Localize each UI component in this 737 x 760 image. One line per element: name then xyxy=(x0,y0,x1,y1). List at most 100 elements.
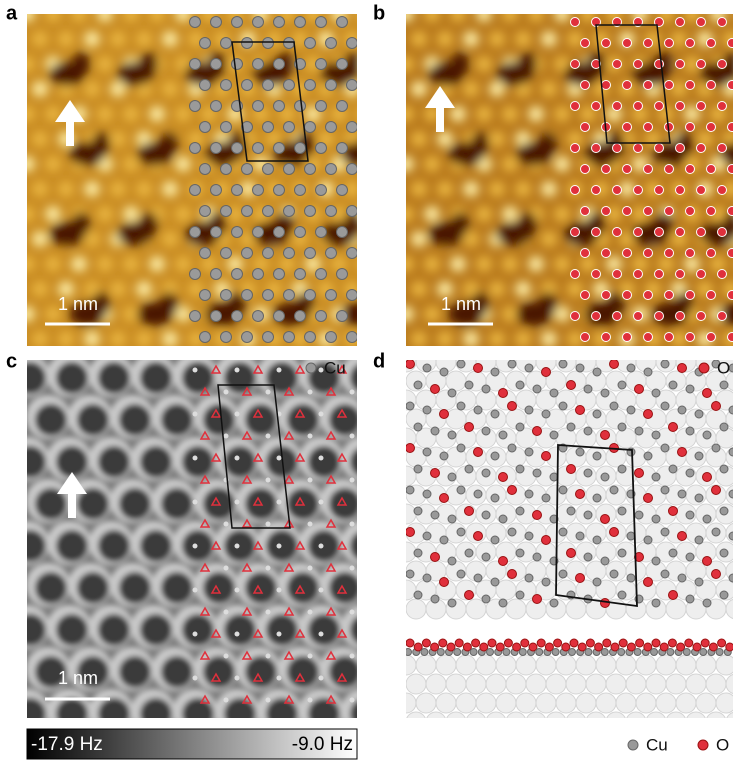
cu-atom xyxy=(592,409,602,419)
atom xyxy=(283,331,295,343)
bright-spot xyxy=(463,331,479,346)
atom xyxy=(591,101,601,111)
dark-blob xyxy=(228,292,246,316)
atom xyxy=(252,100,264,112)
bright-spot xyxy=(515,281,531,297)
bright-spot xyxy=(450,256,466,272)
pore xyxy=(77,488,109,520)
pore xyxy=(161,404,193,436)
cu-atom xyxy=(524,489,534,499)
atom xyxy=(675,59,685,69)
bright-spot xyxy=(84,331,100,346)
cu-atom xyxy=(617,548,627,558)
cu-atom xyxy=(447,388,457,398)
atom xyxy=(189,310,201,322)
atom xyxy=(262,121,274,133)
cu-atom xyxy=(447,430,457,440)
o-atom xyxy=(566,380,576,390)
atom xyxy=(706,332,716,342)
o-site xyxy=(336,364,348,374)
atom xyxy=(304,247,316,259)
o-site xyxy=(199,386,211,396)
cu-atom xyxy=(694,451,704,461)
pore xyxy=(224,362,256,394)
pore xyxy=(140,362,172,394)
substrate-atom xyxy=(505,598,527,620)
cu-site xyxy=(318,499,324,505)
o-site xyxy=(325,650,337,660)
bright-spot xyxy=(406,256,414,272)
substrate-atom xyxy=(725,598,733,620)
cu-atom xyxy=(728,405,733,415)
pore xyxy=(182,614,214,646)
atom xyxy=(570,59,580,69)
o-atom xyxy=(651,638,661,648)
o-site xyxy=(210,408,222,418)
cu-atom xyxy=(551,648,560,656)
atom xyxy=(643,248,653,258)
o-site xyxy=(325,386,337,396)
o-site xyxy=(210,672,222,682)
atom xyxy=(336,310,348,322)
cu-atom xyxy=(666,648,675,656)
cu-site xyxy=(276,543,282,549)
o-site xyxy=(336,408,348,418)
atom xyxy=(262,163,274,175)
pore xyxy=(161,572,193,604)
cu-atom xyxy=(592,493,602,503)
atom xyxy=(664,248,674,258)
cu-atom xyxy=(524,363,534,373)
bright-spot xyxy=(370,231,386,247)
substrate-atom xyxy=(406,503,417,525)
cu-atom xyxy=(702,598,712,608)
bright-spot xyxy=(606,256,622,272)
bright-spot xyxy=(723,131,733,147)
cu-atom xyxy=(651,472,661,482)
atom xyxy=(294,100,306,112)
cu-site xyxy=(307,521,313,527)
atom xyxy=(304,37,316,49)
o-atom xyxy=(618,638,628,648)
bright-spot xyxy=(554,206,570,222)
atom xyxy=(304,205,316,217)
o-atom xyxy=(462,642,472,652)
bright-spot xyxy=(123,306,139,322)
substrate-atom xyxy=(526,711,546,718)
o-site xyxy=(294,452,306,462)
atom xyxy=(304,79,316,91)
bright-spot xyxy=(27,156,35,172)
cu-atom xyxy=(600,648,609,656)
cu-atom xyxy=(439,451,449,461)
bright-spot xyxy=(528,106,544,122)
bright-spot xyxy=(411,281,427,297)
atom xyxy=(315,142,327,154)
atom xyxy=(220,79,232,91)
cu-site xyxy=(192,631,198,637)
o-site xyxy=(336,672,348,682)
bright-spot xyxy=(567,131,583,147)
o-atom xyxy=(439,577,449,587)
atom xyxy=(220,163,232,175)
substrate-atom xyxy=(595,654,617,676)
bright-spot xyxy=(424,156,440,172)
bright-spot xyxy=(344,181,357,197)
substrate-atom xyxy=(695,692,717,714)
o-atom xyxy=(406,443,415,453)
pore xyxy=(203,404,235,436)
substrate-atom xyxy=(615,692,637,714)
scale-bar-label: 1 nm xyxy=(441,294,481,314)
cu-atom xyxy=(617,506,627,516)
cu-atom xyxy=(549,430,559,440)
bright-spot xyxy=(136,31,152,47)
substrate-atom xyxy=(635,692,657,714)
atom xyxy=(601,332,611,342)
bright-spot xyxy=(554,14,570,22)
atom xyxy=(336,268,348,280)
atom xyxy=(580,80,590,90)
cu-atom xyxy=(583,384,593,394)
panel-label: b xyxy=(373,2,385,24)
bright-spot xyxy=(32,331,48,346)
atom xyxy=(685,248,695,258)
cu-atom xyxy=(430,426,440,436)
